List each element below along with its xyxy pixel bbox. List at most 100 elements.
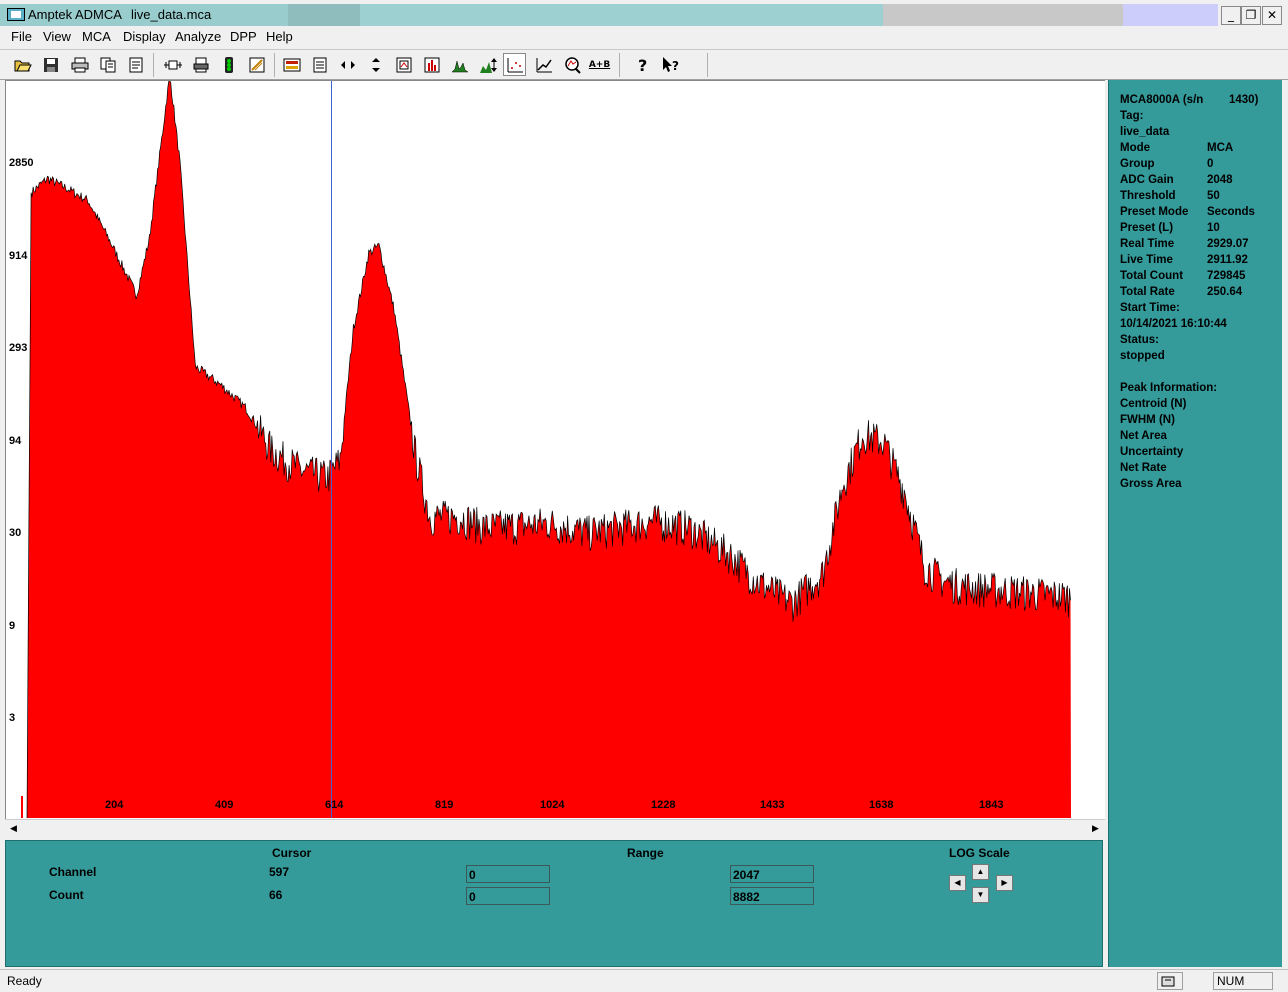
info-value-preset: 10 [1207,222,1220,234]
log-scale-up-icon[interactable]: ▲ [972,864,989,880]
copy-icon[interactable] [96,53,119,76]
y-tick-label: 9 [9,620,16,632]
peak-info-row: Net Rate [1120,462,1167,474]
print-icon[interactable] [68,53,91,76]
x-tick-label: 1638 [869,799,894,811]
context-help-icon[interactable]: ? [659,53,682,76]
info-label-preset-mode: Preset Mode [1120,206,1189,218]
range-channel-min-field[interactable]: 0 [466,865,550,883]
title-bar-segment [360,4,883,26]
info-label-total-count: Total Count [1120,270,1184,282]
spectrum-outline [26,81,1071,819]
info-value-group: 0 [1207,158,1214,170]
horizontal-zoom-icon[interactable] [336,53,359,76]
open-icon[interactable] [11,53,34,76]
y-tick-label: 293 [9,342,28,354]
color-icon[interactable] [280,53,303,76]
device-name: MCA8000A (s/n [1120,94,1204,106]
info-value-real-time: 2929.07 [1207,238,1249,250]
vertical-zoom-icon[interactable] [364,53,387,76]
scroll-left-icon[interactable]: ◀ [10,823,17,833]
info-label-adc-gain: ADC Gain [1120,174,1174,186]
menu-analyze[interactable]: Analyze [175,29,222,44]
toolbar-separator [619,53,620,77]
info-value-mode: MCA [1207,142,1234,154]
report-icon[interactable] [124,53,147,76]
minimize-button[interactable]: _ [1221,6,1241,25]
y-tick-label: 914 [9,250,28,262]
spectrum-chart[interactable] [6,81,1105,819]
channel-label: Channel [49,865,97,879]
cursor-header: Cursor [272,846,312,860]
info-label-live-time: Live Time [1120,254,1173,266]
save-icon[interactable] [39,53,62,76]
horizontal-scrollbar[interactable]: ◀ ▶ [5,819,1105,836]
log-scale-left-icon[interactable]: ◀ [949,875,966,891]
title-bar-segment [0,4,288,26]
menu-bar: File View MCA Display Analyze DPP Help [0,27,1288,48]
clear-icon[interactable] [245,53,268,76]
status-bar: Ready NUM [0,969,1288,992]
x-tick-label: 1024 [540,799,565,811]
y-tick-label: 3 [9,712,16,724]
log-scale-header: LOG Scale [949,846,1010,860]
start-time-value: 10/14/2021 16:10:44 [1120,318,1227,330]
help-icon[interactable]: ? [631,53,654,76]
printer-setup-icon[interactable] [189,53,212,76]
x-tick-label: 1433 [760,799,785,811]
title-bar-segment [288,4,360,26]
info-value-adc-gain: 2048 [1207,174,1233,186]
info-label-total-rate: Total Rate [1120,286,1175,298]
log-scale-icon[interactable] [503,53,526,76]
list-icon[interactable] [308,53,331,76]
scroll-right-icon[interactable]: ▶ [1092,823,1099,833]
tag-label: Tag: [1120,110,1144,122]
range-header: Range [627,846,664,860]
y-tick-label: 30 [9,527,22,539]
menu-display[interactable]: Display [123,29,166,44]
acquire-icon[interactable] [217,53,240,76]
menu-help[interactable]: Help [266,29,293,44]
info-value-total-count: 729845 [1207,270,1246,282]
restore-button[interactable]: ❐ [1241,6,1261,25]
device-serial: 1430) [1229,94,1259,106]
menu-file[interactable]: File [11,29,32,44]
menu-dpp[interactable]: DPP [230,29,257,44]
toolbar-separator [153,53,154,77]
log-scale-down-icon[interactable]: ▼ [972,887,989,903]
info-panel: MCA8000A (s/n 1430) Tag: live_data Mode … [1108,80,1282,967]
count-label: Count [49,888,84,902]
close-button[interactable]: ✕ [1262,6,1282,25]
status-device-icon [1157,972,1183,990]
info-label-group: Group [1120,158,1155,170]
range-count-max-field[interactable]: 8882 [730,887,814,905]
a-plus-b-icon[interactable]: A+B [588,59,611,70]
start-time-label: Start Time: [1120,302,1180,314]
log-scale-right-icon[interactable]: ▶ [996,875,1013,891]
title-bar: Amptek ADMCA live_data.mca _ ❐ ✕ [0,0,1288,27]
info-label-preset: Preset (L) [1120,222,1174,234]
autoscale-icon[interactable] [476,53,499,76]
title-bar-segment [1123,4,1218,26]
x-tick-label: 819 [435,799,454,811]
info-label-mode: Mode [1120,142,1151,154]
range-channel-max-field[interactable]: 2047 [730,865,814,883]
tag-value: live_data [1120,126,1170,138]
bar-chart-icon[interactable] [420,53,443,76]
menu-mca[interactable]: MCA [82,29,111,44]
peak-info-row: Uncertainty [1120,446,1184,458]
info-value-live-time: 2911.92 [1207,254,1248,266]
peaks-icon[interactable] [448,53,471,76]
status-text: Ready [7,974,42,988]
range-count-min-field[interactable]: 0 [466,887,550,905]
roi-search-icon[interactable] [560,53,583,76]
zoom-box-icon[interactable] [392,53,415,76]
app-title: Amptek ADMCA [28,7,122,22]
title-bar-segment [883,4,1123,26]
menu-view[interactable]: View [43,29,71,44]
calibrate-icon[interactable] [532,53,555,76]
info-value-total-rate: 250.64 [1207,286,1243,298]
connect-icon[interactable] [161,53,184,76]
peak-info-row: Gross Area [1120,478,1182,490]
spectrum-plot[interactable]: 2850 914 293 94 30 9 3 204 409 614 819 1… [5,80,1105,819]
